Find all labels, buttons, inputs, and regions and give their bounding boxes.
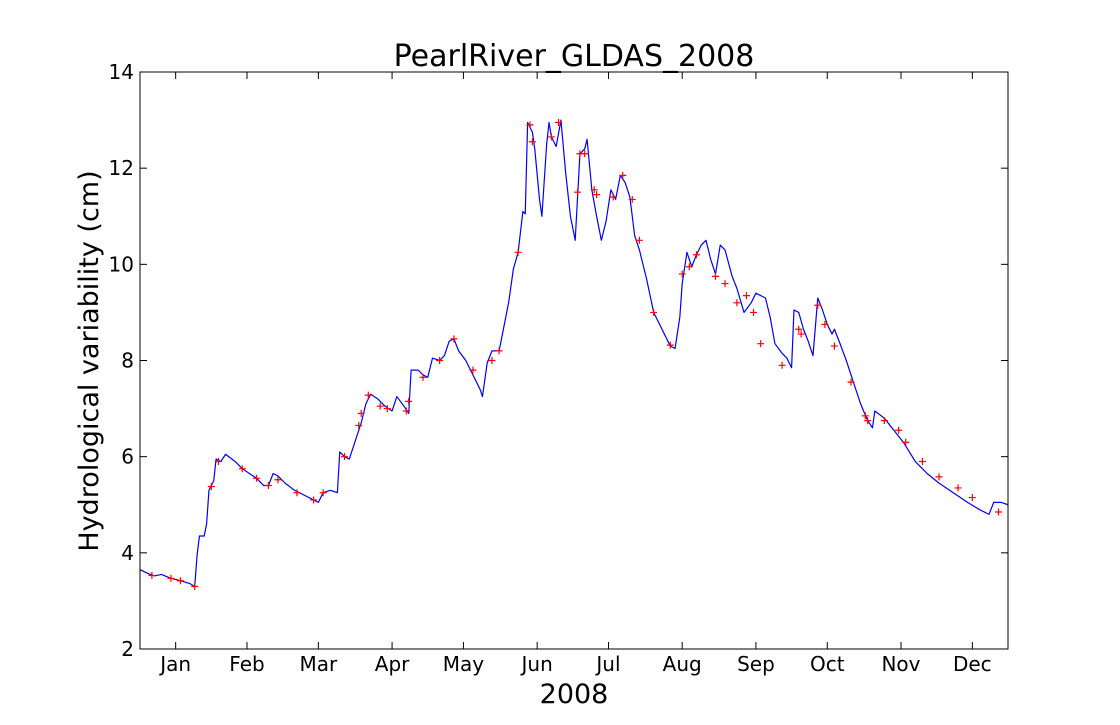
series-line	[139, 119, 1009, 588]
data-point-marker	[253, 474, 261, 482]
data-point-marker	[635, 236, 643, 244]
data-point-marker	[609, 193, 617, 201]
data-point-marker	[821, 320, 829, 328]
data-point-marker	[310, 496, 318, 504]
data-point-marker	[495, 347, 503, 355]
data-point-marker	[238, 465, 246, 473]
data-point-marker	[590, 186, 598, 194]
y-tick-label: 12	[109, 156, 134, 180]
data-point-marker	[994, 508, 1002, 516]
data-point-marker	[293, 489, 301, 497]
x-tick-label: Mar	[299, 652, 338, 676]
data-point-marker	[364, 391, 372, 399]
data-point-marker	[861, 412, 869, 420]
data-point-marker	[797, 330, 805, 338]
x-axis: Jan Feb Mar Apr May Jun Jul Aug Sep Oct Nov Dec	[158, 72, 992, 676]
data-point-marker	[692, 251, 700, 259]
y-tick-label: 14	[109, 60, 134, 84]
data-point-marker	[167, 574, 175, 582]
data-point-marker	[778, 361, 786, 369]
data-point-marker	[357, 409, 365, 417]
data-point-marker	[830, 342, 838, 350]
data-point-marker	[968, 494, 976, 502]
data-point-marker	[628, 195, 636, 203]
data-point-marker	[319, 489, 327, 497]
x-tick-label: Jul	[594, 652, 620, 676]
data-point-marker	[666, 341, 674, 349]
data-point-marker	[264, 482, 272, 490]
data-point-marker	[954, 484, 962, 492]
data-point-marker	[685, 263, 693, 271]
data-point-marker	[419, 373, 427, 381]
x-tick-label: Apr	[375, 652, 410, 676]
y-axis-label: Hydrological variability (cm)	[74, 170, 105, 551]
data-point-marker	[895, 426, 903, 434]
x-tick-label: May	[443, 652, 485, 676]
x-tick-label: Nov	[881, 652, 920, 676]
data-point-marker	[750, 308, 758, 316]
x-tick-label: Dec	[953, 652, 992, 676]
data-point-marker	[383, 405, 391, 413]
data-point-marker	[436, 357, 444, 364]
data-point-marker	[574, 188, 582, 196]
data-point-marker	[757, 340, 765, 348]
data-point-marker	[650, 308, 658, 316]
data-point-marker	[678, 270, 686, 278]
data-point-marker	[847, 378, 855, 386]
data-point-marker	[274, 476, 282, 484]
y-tick-label: 6	[121, 445, 134, 469]
x-tick-label: Sep	[737, 652, 775, 676]
x-tick-label: Feb	[229, 652, 264, 676]
data-point-marker	[733, 299, 741, 307]
data-point-marker	[207, 482, 215, 490]
data-point-marker	[148, 571, 156, 579]
data-point-marker	[555, 118, 563, 126]
data-point-marker	[450, 335, 458, 343]
y-tick-label: 4	[121, 541, 134, 565]
data-point-marker	[341, 453, 349, 461]
data-point-marker	[488, 357, 496, 364]
data-point-marker	[795, 325, 803, 333]
data-point-marker	[469, 366, 477, 374]
x-axis-label: 2008	[540, 679, 609, 710]
data-point-marker	[711, 272, 719, 280]
data-point-marker	[191, 582, 199, 590]
data-point-marker	[547, 133, 555, 141]
data-point-marker	[814, 301, 822, 309]
data-point-marker	[581, 150, 589, 158]
y-axis: 2 4 6 8 10 12 14	[109, 60, 1008, 661]
data-point-marker	[402, 407, 410, 415]
y-tick-label: 2	[121, 637, 134, 661]
data-point-marker	[742, 292, 750, 300]
data-point-marker	[721, 280, 729, 288]
data-point-marker	[902, 438, 910, 446]
chart-title: PearlRiver_GLDAS_2008	[394, 39, 755, 74]
data-point-marker	[376, 402, 384, 410]
x-tick-label: Jan	[158, 652, 191, 676]
data-point-marker	[405, 397, 413, 405]
data-point-marker	[935, 473, 943, 481]
data-point-marker	[214, 457, 222, 465]
y-tick-label: 8	[121, 349, 134, 373]
data-point-marker	[880, 417, 888, 425]
x-tick-label: Jun	[520, 652, 553, 676]
data-point-marker	[593, 191, 601, 199]
x-tick-label: Oct	[810, 652, 845, 676]
y-tick-label: 10	[109, 252, 134, 276]
data-point-marker	[918, 457, 926, 465]
data-point-marker	[176, 577, 184, 585]
data-point-marker	[864, 417, 872, 425]
x-tick-label: Aug	[663, 652, 702, 676]
data-point-marker	[526, 121, 534, 129]
data-point-marker	[528, 138, 536, 146]
data-point-marker	[514, 248, 522, 256]
data-point-marker	[355, 421, 363, 429]
plot-area	[139, 118, 1009, 590]
data-point-marker	[619, 171, 627, 179]
